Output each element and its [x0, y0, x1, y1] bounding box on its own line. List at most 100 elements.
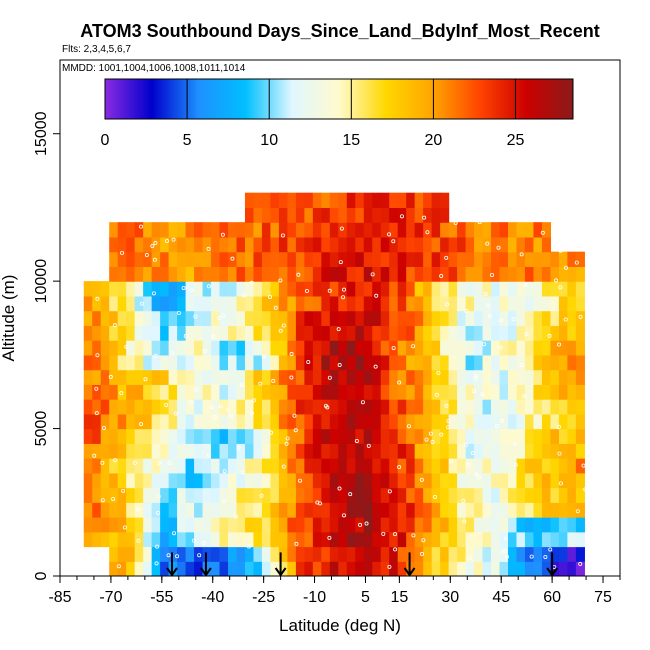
observation-marker	[152, 257, 157, 262]
heatmap-cell	[253, 517, 263, 533]
heatmap-cell	[372, 266, 382, 282]
heatmap-cell	[151, 354, 161, 371]
heatmap-cell	[440, 325, 450, 341]
observation-marker	[428, 431, 433, 436]
heatmap-cell	[134, 266, 144, 282]
heatmap-cell	[126, 222, 136, 238]
heatmap-cell	[202, 472, 212, 489]
observation-marker	[327, 375, 332, 380]
heatmap-cell	[83, 413, 93, 430]
x-tick-label: -40	[201, 589, 224, 606]
heatmap-cell	[474, 325, 484, 341]
heatmap-cell	[304, 443, 314, 459]
observation-marker	[436, 370, 441, 375]
heatmap-cell	[541, 561, 552, 576]
heatmap-cell	[482, 266, 492, 282]
heatmap-cell	[168, 222, 178, 238]
heatmap-cell	[541, 413, 552, 430]
heatmap-cell	[117, 531, 127, 548]
heatmap-cell	[236, 325, 246, 341]
heatmap-cell	[406, 472, 416, 489]
heatmap-cell	[448, 281, 458, 297]
heatmap-cell	[338, 236, 348, 253]
heatmap-cell	[380, 236, 390, 253]
observation-marker	[419, 477, 424, 482]
observation-marker	[494, 424, 499, 429]
heatmap-cell	[134, 310, 144, 326]
heatmap-cell	[338, 472, 348, 489]
heatmap-cell	[109, 399, 119, 415]
heatmap-cell	[270, 487, 280, 503]
heatmap-cell	[355, 472, 365, 489]
heatmap-cell	[474, 354, 484, 371]
heatmap-cell	[567, 354, 577, 371]
observation-marker	[471, 389, 476, 394]
heatmap-cell	[474, 310, 484, 326]
heatmap-cell	[550, 472, 560, 489]
heatmap-cell	[109, 295, 119, 312]
heatmap-cell	[355, 236, 365, 253]
heatmap-cell	[482, 458, 492, 474]
heatmap-cell	[202, 295, 212, 312]
heatmap-cell	[117, 546, 127, 562]
heatmap-cell	[516, 472, 526, 489]
heatmap-cell	[508, 399, 518, 415]
heatmap-cell	[253, 236, 263, 253]
heatmap-cell	[524, 266, 535, 282]
heatmap-cell	[338, 413, 348, 430]
heatmap-cell	[567, 443, 577, 459]
heatmap-cell	[482, 325, 492, 341]
heatmap-cell	[474, 251, 484, 267]
heatmap-cell	[92, 325, 102, 341]
heatmap-cell	[524, 413, 535, 430]
observation-marker	[480, 392, 485, 397]
heatmap-cell	[499, 531, 509, 548]
observation-marker	[563, 317, 568, 322]
heatmap-cell	[457, 222, 467, 238]
heatmap-cell	[228, 266, 238, 282]
heatmap-cell	[329, 222, 339, 238]
heatmap-cell	[287, 207, 297, 223]
heatmap-cell	[499, 325, 509, 341]
heatmap-cell	[321, 340, 331, 356]
heatmap-cell	[406, 546, 416, 562]
heatmap-cell	[397, 517, 407, 533]
heatmap-cell	[261, 502, 272, 518]
heatmap-cell	[321, 413, 331, 430]
flight-arrows	[166, 552, 558, 577]
heatmap-cell	[499, 517, 509, 533]
heatmap-cell	[414, 222, 424, 238]
heatmap-cell	[457, 502, 467, 518]
heatmap-cell	[109, 310, 119, 326]
heatmap-cell	[270, 369, 280, 385]
observation-marker	[211, 334, 216, 339]
heatmap-cell	[160, 428, 170, 444]
heatmap-cell	[211, 295, 221, 312]
heatmap-cell	[185, 222, 195, 238]
heatmap-cell	[109, 546, 119, 562]
heatmap-cell	[338, 428, 348, 444]
heatmap-cell	[482, 399, 492, 415]
heatmap-cell	[143, 531, 153, 548]
heatmap-cell	[346, 458, 356, 474]
heatmap-cell	[499, 561, 509, 576]
heatmap-cell	[516, 384, 526, 400]
observation-marker	[206, 246, 211, 251]
heatmap-cell	[244, 222, 255, 238]
heatmap-cell	[287, 561, 297, 576]
heatmap-cell	[406, 295, 416, 312]
heatmap-cell	[372, 295, 382, 312]
heatmap-cell	[389, 266, 399, 282]
observation-marker	[92, 453, 97, 458]
heatmap-cell	[100, 428, 110, 444]
heatmap-cell	[100, 281, 110, 297]
heatmap-cell	[278, 561, 288, 576]
heatmap-cell	[406, 384, 416, 400]
heatmap-cell	[533, 517, 543, 533]
heatmap-cell	[194, 561, 204, 576]
heatmap-cell	[219, 487, 229, 503]
heatmap-cell	[253, 354, 263, 371]
observation-marker	[583, 487, 588, 492]
heatmap-cell	[516, 546, 526, 562]
heatmap-cell	[380, 546, 390, 562]
